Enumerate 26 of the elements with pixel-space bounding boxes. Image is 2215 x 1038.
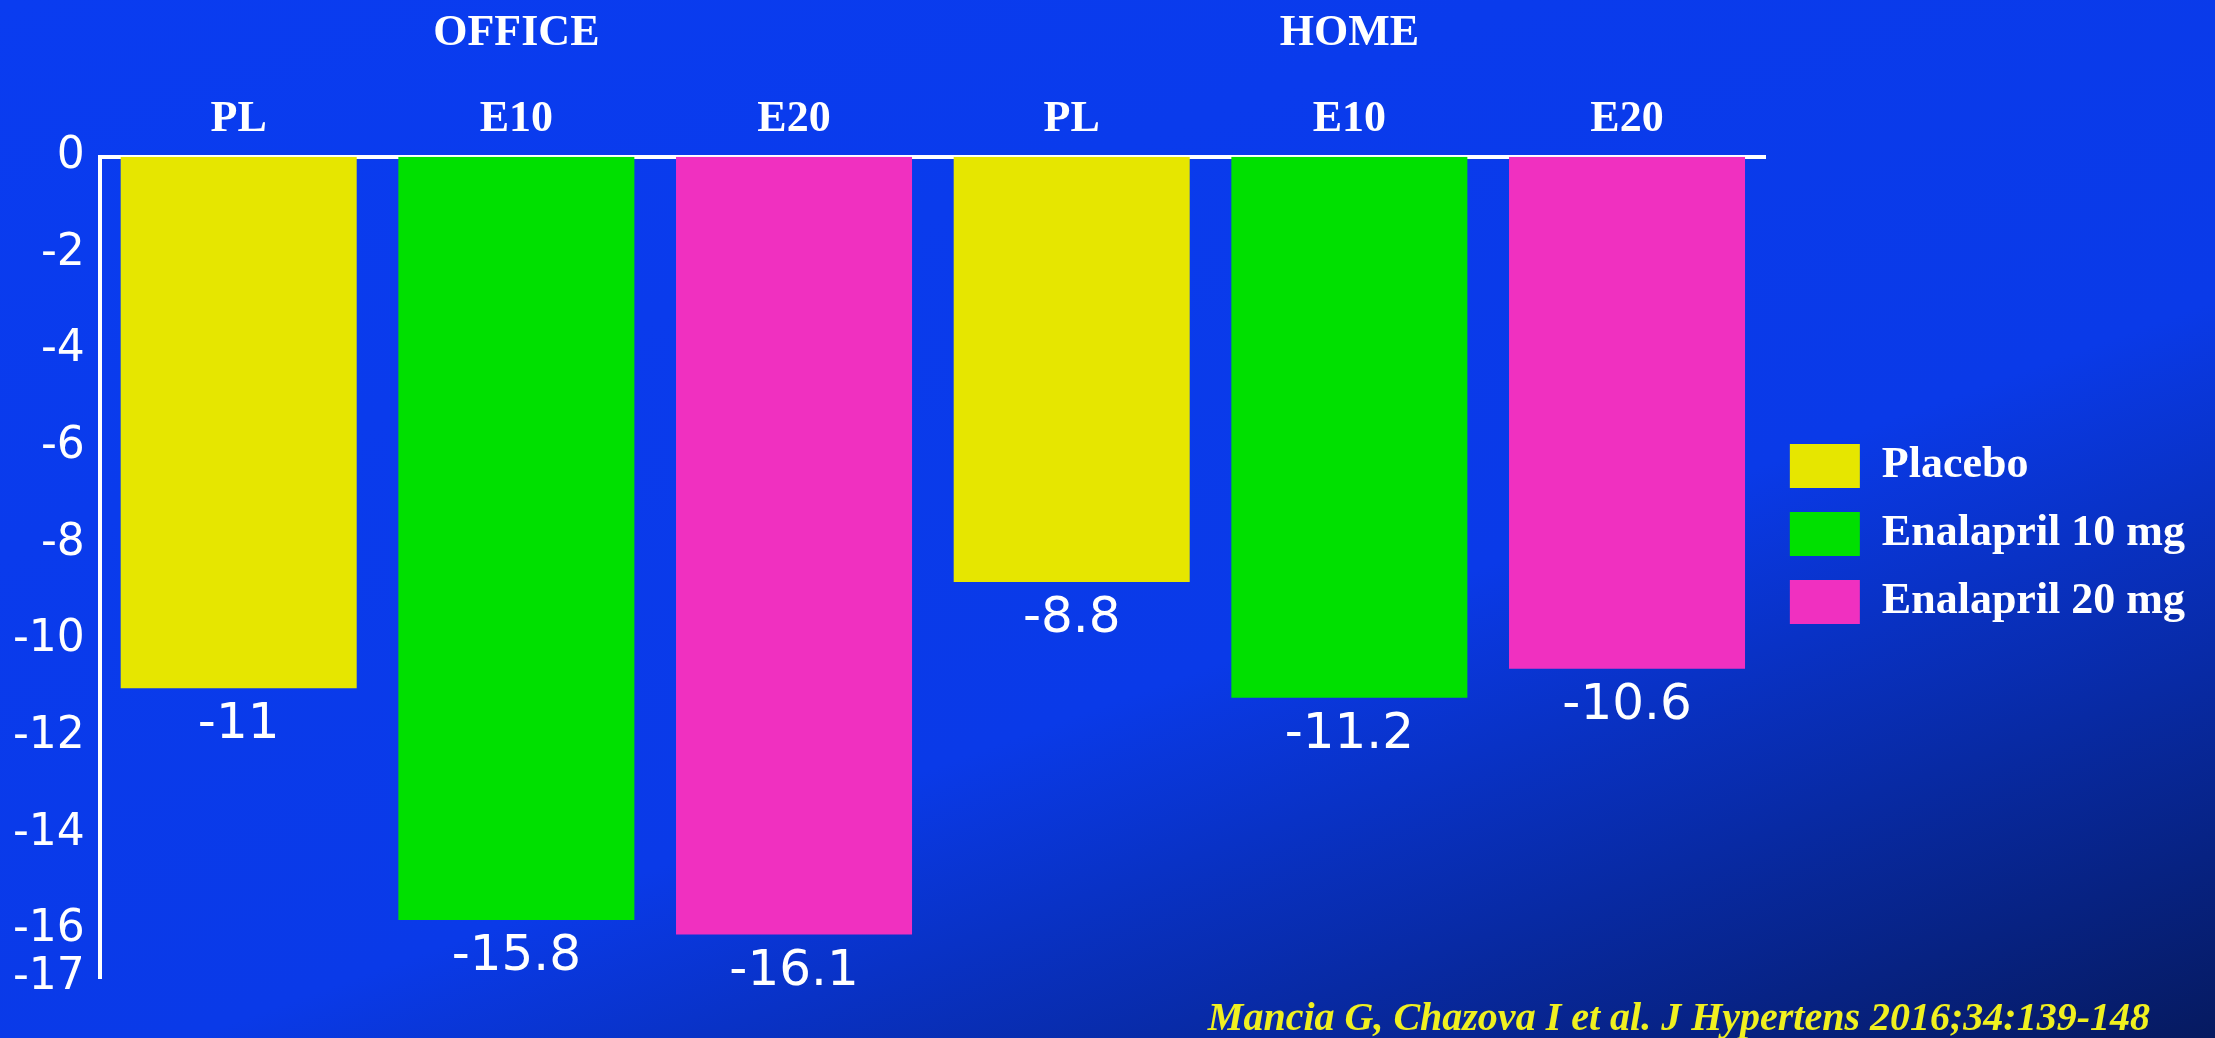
legend-label: Enalapril 10 mg xyxy=(1881,506,2186,556)
x-tick-label: PL xyxy=(1043,91,1100,141)
data-label: -10.6 xyxy=(1562,672,1692,731)
text: Mancia G, Chazova I et al. J Hypertens 2016;34:139-148 xyxy=(1206,994,2150,1038)
data-label: -11 xyxy=(197,692,280,751)
y-tick-label: -10 xyxy=(12,610,85,662)
y-tick-label: -14 xyxy=(12,803,85,855)
text: HOME xyxy=(1279,6,1420,55)
text: OFFICE xyxy=(433,6,600,55)
y-tick-label: -6 xyxy=(40,417,85,469)
y-tick-label: -4 xyxy=(40,320,85,372)
x-tick-label: E20 xyxy=(1590,91,1664,141)
x-tick-label: E10 xyxy=(1312,91,1387,141)
data-label: -15.8 xyxy=(451,924,582,983)
y-tick-label: -12 xyxy=(12,706,85,758)
legend-label: Placebo xyxy=(1881,438,2029,488)
y-tick-label: -8 xyxy=(40,513,85,565)
data-label: -8.8 xyxy=(1022,585,1121,644)
y-tick-label: -2 xyxy=(40,223,85,275)
legend-label: Enalapril 20 mg xyxy=(1881,574,2186,624)
data-label: -11.2 xyxy=(1284,701,1415,760)
x-tick-label: E10 xyxy=(479,91,554,141)
x-tick-label: PL xyxy=(210,91,267,141)
data-label: -16.1 xyxy=(729,938,859,997)
x-tick-label: E20 xyxy=(757,91,831,141)
y-tick-label: 0 xyxy=(56,127,85,179)
